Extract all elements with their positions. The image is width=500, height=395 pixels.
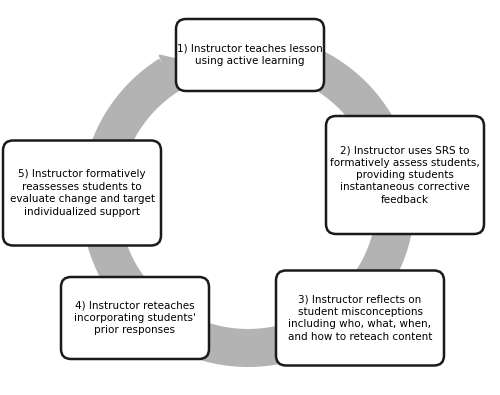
Text: 1) Instructor teaches lesson
using active learning: 1) Instructor teaches lesson using activ…	[177, 44, 323, 66]
Polygon shape	[160, 55, 192, 91]
FancyBboxPatch shape	[276, 271, 444, 365]
Text: 4) Instructor reteaches
incorporating students'
prior responses: 4) Instructor reteaches incorporating st…	[74, 301, 196, 335]
FancyBboxPatch shape	[326, 116, 484, 234]
FancyBboxPatch shape	[3, 141, 161, 246]
Text: 3) Instructor reflects on
student misconceptions
including who, what, when,
and : 3) Instructor reflects on student miscon…	[288, 294, 432, 342]
FancyBboxPatch shape	[176, 19, 324, 91]
Text: 2) Instructor uses SRS to
formatively assess students,
providing students
instan: 2) Instructor uses SRS to formatively as…	[330, 145, 480, 205]
FancyBboxPatch shape	[61, 277, 209, 359]
Text: 5) Instructor formatively
reassesses students to
evaluate change and target
indi: 5) Instructor formatively reassesses stu…	[10, 169, 154, 216]
